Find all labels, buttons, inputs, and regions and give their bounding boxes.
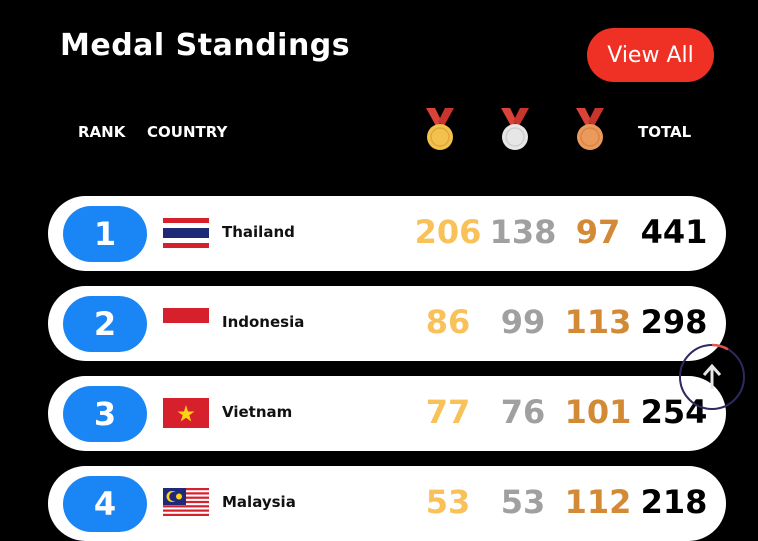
gold-count: 53 — [425, 483, 471, 521]
view-all-button[interactable]: View All — [587, 28, 714, 82]
country-name: Indonesia — [222, 313, 305, 331]
table-row[interactable]: 3 Vietnam 77 76 101 254 — [48, 376, 726, 451]
rank-badge: 1 — [63, 206, 147, 262]
silver-count: 76 — [500, 393, 546, 431]
vietnam-flag-icon — [163, 398, 209, 428]
rank-badge: 4 — [63, 476, 147, 532]
bronze-count: 113 — [564, 303, 632, 341]
arrow-up-icon — [679, 343, 745, 410]
gold-medal-icon — [426, 108, 454, 150]
bronze-count: 101 — [564, 393, 632, 431]
gold-count: 86 — [425, 303, 471, 341]
silver-medal-icon — [501, 108, 529, 150]
table-row[interactable]: 2 Indonesia 86 99 113 298 — [48, 286, 726, 361]
total-count: 218 — [640, 483, 708, 521]
gold-count: 77 — [425, 393, 471, 431]
rank-badge: 2 — [63, 296, 147, 352]
silver-count: 53 — [500, 483, 546, 521]
total-count: 298 — [640, 303, 708, 341]
malaysia-flag-icon — [163, 488, 209, 518]
country-name: Malaysia — [222, 493, 296, 511]
page-title: Medal Standings — [60, 28, 351, 63]
column-header-country: COUNTRY — [147, 123, 228, 141]
scroll-to-top-button[interactable] — [678, 343, 746, 411]
table-row[interactable]: 1 Thailand 206 138 97 441 — [48, 196, 726, 271]
table-row[interactable]: 4 Malaysia 53 53 112 218 — [48, 466, 726, 541]
silver-count: 138 — [489, 213, 557, 251]
country-name: Thailand — [222, 223, 295, 241]
total-count: 441 — [640, 213, 708, 251]
column-header-total: TOTAL — [638, 123, 692, 141]
rank-badge: 3 — [63, 386, 147, 442]
silver-count: 99 — [500, 303, 546, 341]
bronze-count: 97 — [575, 213, 621, 251]
column-header-rank: RANK — [78, 123, 126, 141]
gold-count: 206 — [414, 213, 482, 251]
bronze-count: 112 — [564, 483, 632, 521]
thailand-flag-icon — [163, 218, 209, 248]
total-count: 254 — [640, 393, 708, 431]
country-name: Vietnam — [222, 403, 293, 421]
bronze-medal-icon — [576, 108, 604, 150]
indonesia-flag-icon — [163, 308, 209, 338]
